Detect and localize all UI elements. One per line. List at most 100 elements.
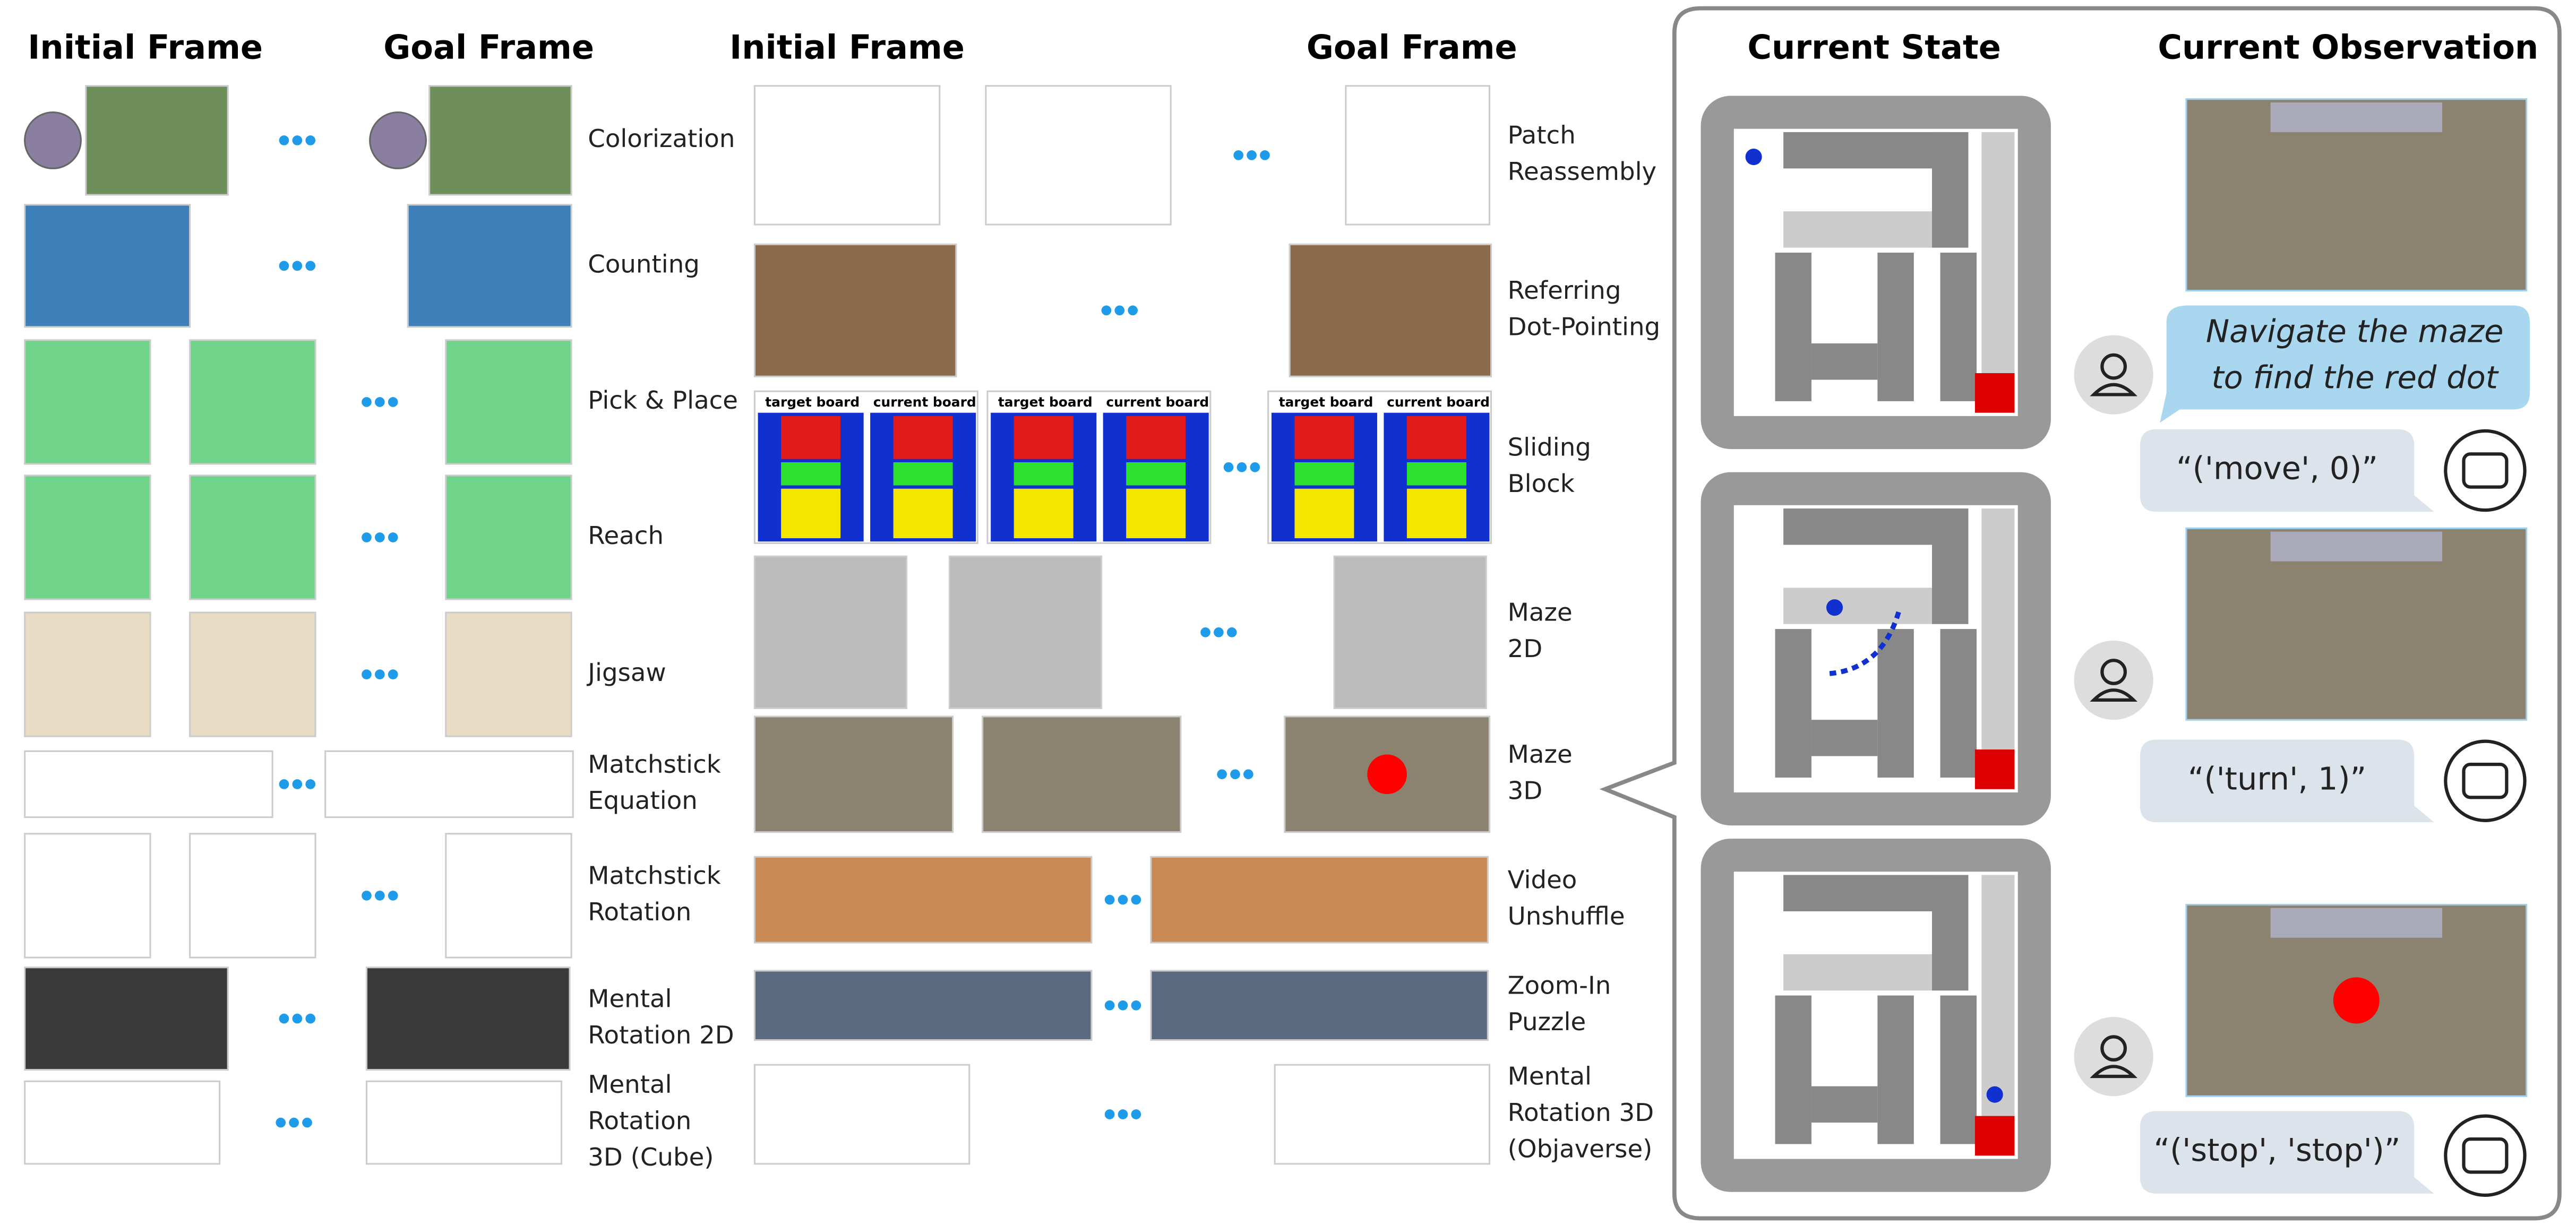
ellipsis-dot [305, 779, 316, 789]
ellipsis-dot [276, 1117, 286, 1128]
ellipsis-dot [1250, 462, 1260, 472]
frame-image [24, 475, 151, 600]
robot-icon [2444, 739, 2527, 823]
maze-wall [1932, 132, 1969, 248]
action: “('turn', 1)” [2188, 760, 2366, 797]
agent [1826, 599, 1843, 616]
block [1014, 488, 1074, 539]
goal-cell [1974, 749, 2015, 789]
task-label: Mental [588, 985, 672, 1013]
ellipsis-dot [279, 261, 289, 271]
maze-wall [1775, 995, 1811, 1144]
task-label: Referring [1508, 277, 1621, 305]
color-wheel [369, 111, 427, 169]
frame-image [365, 967, 571, 1071]
frame-image [24, 611, 151, 737]
frame-image [189, 475, 316, 600]
ellipsis-dot [1226, 627, 1237, 637]
user-icon [2074, 1017, 2153, 1097]
maze-wall [1811, 1086, 1878, 1123]
frame-image [189, 833, 316, 959]
maze-wall [1932, 508, 1969, 624]
header: Current State [1747, 28, 2000, 66]
red-dot [1367, 754, 1407, 795]
frame-image [753, 85, 941, 226]
frame-image [753, 243, 957, 377]
frame-image [753, 1064, 971, 1165]
user-body [2090, 688, 2137, 702]
maze-wall [1783, 954, 1932, 991]
user-head [2100, 353, 2127, 380]
ellipsis-dot [1118, 1000, 1128, 1011]
action-bubble [2140, 1111, 2434, 1194]
frame-image [445, 833, 572, 959]
robot-icon [2444, 429, 2527, 512]
task-label: Jigsaw [586, 659, 666, 687]
task-label: Rotation 2D [588, 1021, 734, 1050]
task-label: Patch [1508, 122, 1576, 150]
instruction-bubble [2160, 305, 2530, 423]
ellipsis-dot [279, 779, 289, 789]
frame-image [982, 715, 1182, 833]
task-label: Sliding [1508, 434, 1591, 462]
maze-wall [1783, 875, 1949, 911]
block [1294, 416, 1354, 459]
robot-icon [2444, 1114, 2527, 1197]
task-label: (Objaverse) [1508, 1135, 1653, 1163]
agent [1986, 1086, 2003, 1103]
ellipsis-dot [362, 397, 372, 407]
instruction: to find the red dot [2212, 359, 2499, 396]
frame-image [189, 611, 316, 737]
ellipsis-dot [305, 261, 316, 271]
board-label: current board [873, 394, 976, 410]
ellipsis-dot [1114, 305, 1125, 316]
task-label: Equation [588, 787, 698, 815]
maze-wall [1940, 629, 1977, 778]
ellipsis-dot [292, 135, 303, 145]
ellipsis-dot [1118, 1109, 1128, 1119]
frame-image [24, 750, 273, 818]
frame-image [445, 339, 572, 465]
task-label: Unshuffle [1508, 902, 1625, 931]
maze-wall [1877, 995, 1914, 1144]
maze-wall [1940, 252, 1977, 401]
maze-wall [1783, 508, 1949, 545]
maze-wall [1940, 995, 1977, 1144]
block [781, 416, 841, 459]
maze-wall [1877, 252, 1914, 401]
maze-wall [1783, 132, 1949, 169]
ellipsis-dot [1104, 1109, 1115, 1119]
ellipsis-dot [1128, 305, 1138, 316]
action-bubble [2140, 429, 2434, 512]
frame-image [1274, 1064, 1491, 1165]
block [1294, 488, 1354, 539]
header: Current Observation [2158, 28, 2538, 66]
task-label: Reassembly [1508, 158, 1656, 186]
task-label: 3D [1508, 777, 1543, 806]
ellipsis-dot [1118, 894, 1128, 905]
task-label: Matchstick [588, 750, 721, 779]
task-label: Puzzle [1508, 1008, 1586, 1037]
block [1014, 416, 1074, 459]
block [1406, 488, 1466, 539]
frame-image [1150, 856, 1489, 944]
ellipsis-dot [388, 669, 398, 679]
block [781, 488, 841, 539]
task-label: Rotation [588, 1107, 691, 1136]
ellipsis-dot [1247, 150, 1257, 160]
task-label: 3D (Cube) [588, 1143, 714, 1172]
frame-image [753, 715, 954, 833]
frame-image [365, 1080, 563, 1165]
user-head [2100, 1035, 2127, 1062]
goal-cell [1974, 1116, 2015, 1156]
frame-image [1289, 243, 1492, 377]
action-bubble [2140, 739, 2434, 823]
header: Initial Frame [729, 28, 965, 66]
task-label: Zoom-In [1508, 972, 1611, 1000]
user-body [2090, 1065, 2137, 1079]
task-label: Maze [1508, 740, 1573, 769]
task-label: Rotation 3D [1508, 1099, 1654, 1127]
maze-wall [1783, 211, 1932, 248]
